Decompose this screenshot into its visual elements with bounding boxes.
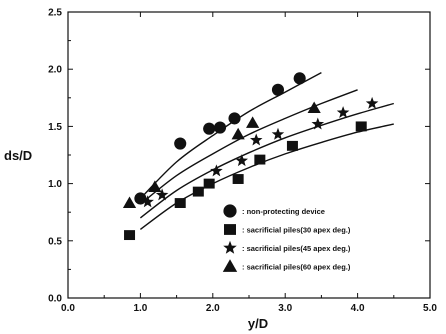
y-tick-label: 2.0: [48, 65, 62, 76]
axes: 0.0 1.0 2.0 3.0 4.0 5.0 0.0 0.5 1.0 1.5 2.0 2.5: [48, 8, 437, 315]
y-tick-label: 2.5: [48, 8, 62, 19]
data-point-piles-30: [254, 154, 266, 165]
x-tick-label: 0.0: [61, 303, 75, 314]
data-point-non-protecting: [174, 137, 187, 150]
y-tick-label: 0.5: [48, 236, 62, 247]
data-point-piles-45: [155, 188, 169, 201]
y-tick-label: 0.0: [48, 294, 62, 305]
plot-frame: [67, 11, 431, 299]
legend-label-piles-60: : sacrificial piles(60 apex deg.): [242, 263, 351, 272]
x-axis-title: y/D: [248, 316, 268, 331]
x-tick-label: 4.0: [351, 303, 365, 314]
x-tick-label: 1.0: [133, 303, 147, 314]
fit-curve-piles-60: [139, 89, 358, 205]
data-point-piles-30: [174, 198, 186, 208]
legend-marker-piles-60: [222, 259, 238, 272]
data-point-piles-30: [232, 174, 244, 184]
y-tick-label: 1.0: [48, 179, 62, 190]
legend-marker-piles-45: [223, 240, 237, 254]
data-point-piles-45: [336, 106, 350, 118]
data-point-piles-60: [122, 196, 137, 208]
legend-label-piles-30: : sacrificial piles(30 apex deg.): [242, 226, 351, 235]
y-tick-label: 1.5: [48, 122, 62, 133]
data-point-piles-45: [250, 133, 263, 146]
data-point-piles-30: [286, 140, 298, 151]
data-point-piles-45: [235, 154, 248, 167]
data-point-piles-45: [210, 164, 223, 177]
fit-curve-non-protecting: [139, 71, 322, 199]
data-point-non-protecting: [213, 121, 227, 134]
data-point-piles-60: [307, 101, 321, 114]
data-point-piles-60: [231, 127, 245, 140]
data-point-non-protecting: [228, 112, 241, 125]
data-points: [122, 72, 379, 241]
legend-marker-piles-30: [224, 224, 236, 235]
x-tick-label: 3.0: [278, 303, 292, 314]
data-point-piles-30: [355, 121, 367, 132]
data-point-piles-60: [148, 180, 162, 192]
data-point-piles-45: [141, 195, 154, 208]
data-point-piles-60: [246, 116, 260, 128]
data-point-non-protecting: [134, 192, 147, 205]
data-point-piles-30: [203, 178, 215, 189]
data-point-piles-30: [124, 230, 136, 241]
data-point-non-protecting: [271, 83, 285, 96]
legend: : non-protecting device : sacrificial pil…: [222, 204, 351, 272]
x-tick-label: 5.0: [423, 303, 437, 314]
data-point-non-protecting: [293, 72, 306, 85]
y-axis-title: ds/D: [4, 148, 32, 163]
data-point-piles-30: [192, 186, 204, 197]
x-tick-label: 2.0: [206, 303, 220, 314]
data-point-piles-45: [271, 127, 285, 140]
legend-label-non-protecting: : non-protecting device: [242, 207, 325, 216]
legend-label-piles-45: : sacrificial piles(45 apex deg.): [242, 244, 351, 253]
data-point-piles-45: [311, 117, 325, 130]
fit-curve-piles-45: [139, 102, 394, 219]
legend-marker-non-protecting: [223, 204, 237, 218]
data-point-piles-45: [365, 96, 379, 109]
data-point-non-protecting: [203, 122, 216, 135]
